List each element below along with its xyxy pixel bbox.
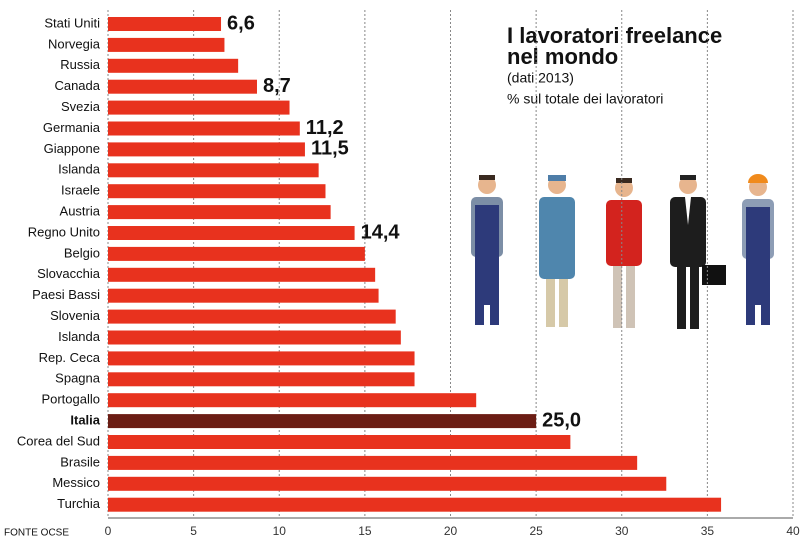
x-tick-label: 20: [444, 524, 458, 538]
bar: [108, 372, 415, 387]
bar: [108, 37, 225, 52]
bar: [108, 497, 722, 512]
bar: [108, 226, 355, 240]
source: FONTE OCSE: [4, 528, 69, 539]
bar: [108, 142, 305, 157]
y-tick-label: Paesi Bassi: [32, 287, 100, 302]
y-tick-label: Belgio: [64, 245, 100, 260]
bar: [108, 288, 379, 303]
value-label: 25,0: [542, 409, 581, 431]
chart-title: I lavoratori freelance: [507, 23, 722, 48]
y-tick-label: Giappone: [44, 141, 100, 156]
y-tick-label: Rep. Ceca: [39, 350, 101, 365]
bar: [108, 330, 401, 345]
x-tick-label: 10: [273, 524, 287, 538]
x-tick-label: 40: [786, 524, 800, 538]
y-tick-label: Islanda: [58, 162, 101, 177]
bar: [108, 17, 222, 31]
y-tick-label: Russia: [60, 57, 101, 72]
y-tick-label: Svezia: [61, 99, 101, 114]
bar: [108, 455, 638, 470]
bar: [108, 100, 290, 115]
y-tick-label: Norvegia: [48, 36, 101, 51]
y-tick-label: Messico: [52, 475, 100, 490]
illustration: [471, 174, 774, 329]
bar: [108, 351, 415, 366]
chart-subtitle: (dati 2013): [507, 70, 574, 86]
y-tick-label: Israele: [61, 183, 100, 198]
bar: [108, 435, 571, 449]
y-tick-label: Islanda: [58, 329, 101, 344]
y-tick-label: Austria: [60, 204, 101, 219]
bar: [108, 205, 331, 220]
bar: [108, 58, 239, 73]
y-tick-label: Portogallo: [41, 392, 100, 407]
bar: [108, 309, 396, 324]
bar: [108, 121, 300, 136]
y-tick-label: Slovenia: [50, 308, 101, 323]
value-label: 11,2: [306, 117, 344, 139]
y-tick-label: Brasile: [60, 454, 100, 469]
y-tick-label: Corea del Sud: [17, 433, 100, 448]
bar: [108, 163, 319, 178]
y-tick-label: Slovacchia: [37, 266, 101, 281]
value-label: 8,7: [263, 75, 291, 97]
chart-title: nel mondo: [507, 44, 618, 69]
bar: [108, 267, 376, 282]
bar: [108, 476, 667, 491]
x-tick-label: 5: [190, 524, 197, 538]
x-tick-label: 35: [701, 524, 715, 538]
y-tick-label: Italia: [70, 413, 100, 428]
bar: [108, 79, 257, 94]
value-label: 11,5: [311, 138, 349, 160]
x-tick-label: 30: [615, 524, 629, 538]
x-tick-label: 0: [105, 524, 112, 538]
y-tick-label: Canada: [54, 78, 100, 93]
y-tick-label: Germania: [43, 120, 101, 135]
y-tick-label: Turchia: [57, 496, 101, 511]
chart-subtitle: % sul totale dei lavoratori: [507, 91, 663, 107]
y-tick-label: Spagna: [55, 371, 101, 386]
y-tick-label: Stati Uniti: [44, 15, 100, 30]
value-label: 14,4: [361, 221, 401, 243]
y-tick-label: Regno Unito: [28, 224, 100, 239]
x-tick-label: 15: [358, 524, 372, 538]
x-tick-label: 25: [529, 524, 543, 538]
bar: [108, 246, 365, 261]
bar: [108, 414, 537, 429]
bar: [108, 393, 477, 408]
bar: [108, 184, 326, 199]
value-label: 6,6: [227, 12, 255, 34]
